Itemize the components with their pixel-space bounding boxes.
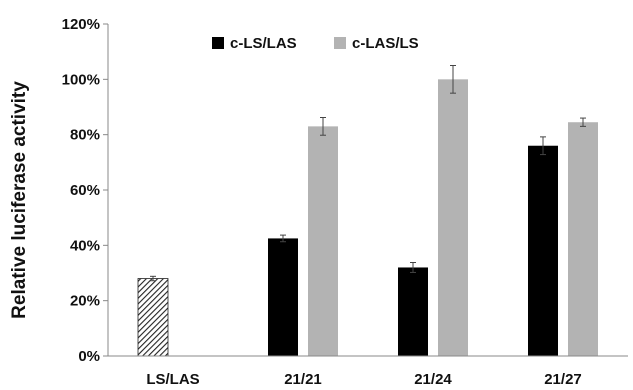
bar-c-ls-las [398, 267, 428, 356]
bar-c-las-ls [438, 79, 468, 356]
bar-c-las-ls [568, 122, 598, 356]
y-axis-title: Relative luciferase activity [9, 81, 30, 319]
y-axis-title-group: Relative luciferase activity [9, 81, 30, 319]
legend-label: c-LS/LAS [230, 35, 297, 52]
y-tick-label: 80% [70, 127, 100, 144]
y-tick-label: 60% [70, 182, 100, 199]
legend-swatch [212, 37, 224, 49]
legend: c-LS/LAS c-LAS/LS [212, 35, 419, 52]
axes-group [103, 23, 628, 357]
y-tick-label: 40% [70, 237, 100, 254]
x-tick-label: 21/21 [284, 371, 322, 388]
bars-group [137, 79, 598, 357]
x-tick-label: 21/24 [414, 371, 452, 388]
x-tick-label: LS/LAS [146, 371, 199, 388]
bar-c-ls-las [268, 238, 298, 356]
y-tick-label: 120% [62, 16, 100, 33]
y-tick-label: 100% [62, 71, 100, 88]
y-tick-labels: 0% 20% 40% 60% 80% 100% 120% [62, 16, 100, 365]
y-tick-label: 20% [70, 293, 100, 310]
legend-swatch [334, 37, 346, 49]
x-tick-labels: LS/LAS 21/21 21/24 21/27 [146, 371, 581, 388]
legend-label: c-LAS/LS [352, 35, 419, 52]
bar-c-ls-las [528, 145, 558, 356]
bar-c-las-ls [308, 126, 338, 356]
x-tick-label: 21/27 [544, 371, 582, 388]
error-bars-group [150, 65, 586, 282]
y-tick-label: 0% [78, 348, 100, 365]
bar-control [137, 278, 169, 357]
